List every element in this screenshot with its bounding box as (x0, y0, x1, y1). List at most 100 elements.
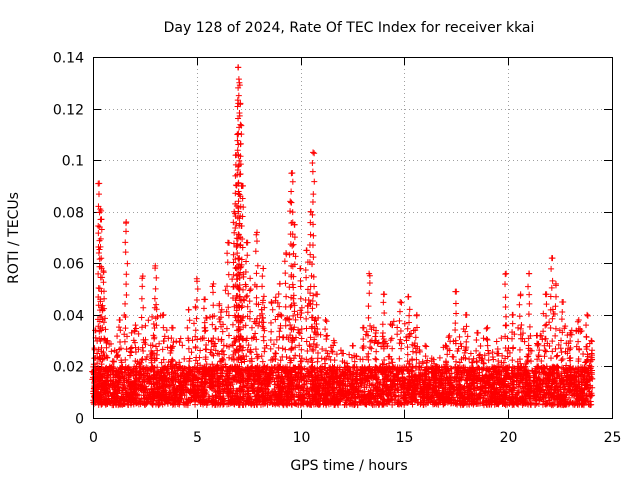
data-point (394, 324, 401, 331)
data-point (409, 341, 416, 348)
data-point (368, 382, 375, 389)
data-point (297, 358, 304, 365)
data-point (436, 354, 443, 361)
data-point (156, 340, 163, 347)
data-point (324, 332, 331, 339)
data-point (479, 356, 486, 363)
data-point (443, 343, 450, 350)
data-point (467, 350, 474, 357)
x-tick-label: 5 (193, 430, 202, 446)
axis-ticks: 00.020.040.060.080.10.120.140 5 10 15 20 25 (53, 51, 622, 447)
data-point (498, 359, 505, 366)
data-point (540, 328, 547, 335)
data-point (272, 294, 279, 301)
data-point (295, 329, 302, 336)
data-point (177, 335, 184, 342)
data-point (480, 335, 487, 342)
data-point (456, 333, 463, 340)
chart-title: Day 128 of 2024, Rate Of TEC Index for r… (164, 20, 535, 36)
data-point (478, 383, 485, 390)
data-point (287, 322, 294, 329)
data-point (442, 342, 449, 349)
data-point (298, 309, 305, 316)
data-point (216, 351, 223, 358)
data-point (164, 344, 171, 351)
data-point (140, 347, 147, 354)
y-tick-label: 0.04 (53, 309, 84, 325)
data-point (493, 338, 500, 345)
data-point (401, 401, 408, 408)
data-point (125, 402, 132, 409)
y-tick-label: 0.12 (53, 103, 84, 119)
data-point (122, 385, 129, 392)
data-point (312, 316, 319, 323)
x-tick-label: 25 (604, 430, 622, 446)
data-point (398, 340, 405, 347)
data-point (221, 395, 228, 402)
data-point (201, 328, 208, 335)
data-point (220, 342, 227, 349)
data-point (573, 343, 580, 350)
data-point (163, 327, 170, 334)
data-point (394, 331, 401, 338)
data-point (542, 348, 549, 355)
x-tick-label: 15 (396, 430, 414, 446)
data-point (446, 332, 453, 339)
data-point (328, 348, 335, 355)
data-point (333, 351, 340, 358)
data-point (160, 338, 167, 345)
data-point (543, 321, 550, 328)
data-point (558, 357, 565, 364)
data-point (181, 355, 188, 362)
data-point (304, 385, 311, 392)
data-point (115, 324, 122, 331)
data-point (458, 343, 465, 350)
data-point (477, 342, 484, 349)
data-point (276, 328, 283, 335)
y-tick-label: 0.08 (53, 206, 84, 222)
data-point (224, 401, 231, 408)
data-point (132, 322, 139, 329)
data-point (519, 376, 526, 383)
x-tick-label: 10 (293, 430, 311, 446)
data-point (328, 344, 335, 351)
data-point (485, 350, 492, 357)
data-point (261, 344, 268, 351)
data-point (484, 336, 491, 343)
data-point (108, 348, 115, 355)
data-point (306, 342, 313, 349)
data-point (212, 347, 219, 354)
data-point (365, 350, 372, 357)
data-point (168, 358, 175, 365)
data-point (584, 351, 591, 358)
data-point (272, 350, 279, 357)
data-point (274, 299, 281, 306)
data-points (89, 64, 596, 409)
y-tick-label: 0 (75, 412, 84, 428)
data-point (363, 353, 370, 360)
data-point (270, 341, 277, 348)
data-point (554, 352, 561, 359)
data-point (188, 349, 195, 356)
y-tick-label: 0.02 (53, 360, 84, 376)
data-point (446, 347, 453, 354)
data-point (170, 339, 177, 346)
data-point (450, 354, 457, 361)
data-point (136, 363, 143, 370)
data-point (179, 342, 186, 349)
data-point (463, 338, 470, 345)
data-point (399, 371, 406, 378)
data-point (568, 391, 575, 398)
data-point (363, 328, 370, 335)
data-point (390, 318, 397, 325)
data-point (102, 326, 109, 333)
data-point (259, 323, 266, 330)
data-point (319, 345, 326, 352)
x-axis-label: GPS time / hours (290, 458, 407, 474)
data-point (536, 347, 543, 354)
data-point (135, 346, 142, 353)
x-tick-label: 0 (89, 430, 98, 446)
data-point (135, 330, 142, 337)
